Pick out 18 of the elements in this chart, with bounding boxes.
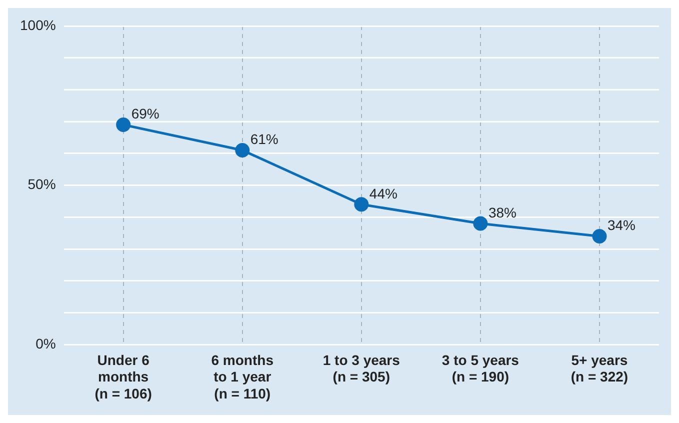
point <box>235 143 250 158</box>
y-tick-label: 0% <box>36 335 56 352</box>
x-tick-label: 1 to 3 years (n = 305) <box>322 352 400 385</box>
x-tick-label: 5+ years (n = 322) <box>570 352 628 385</box>
x-tick-label: 3 to 5 years (n = 190) <box>442 352 520 385</box>
data-label: 44% <box>369 185 398 202</box>
point <box>592 229 607 244</box>
y-tick-label: 100% <box>20 16 56 33</box>
data-label: 61% <box>250 131 278 148</box>
data-label: 34% <box>607 217 636 234</box>
x-tick-label: 6 months to 1 year (n = 110) <box>211 352 274 402</box>
data-label: 69% <box>131 106 160 122</box>
point <box>116 118 131 132</box>
data-label: 38% <box>488 204 516 220</box>
point <box>473 216 488 231</box>
x-tick-label: Under 6 months (n = 106) <box>94 352 152 402</box>
y-tick-label: 50% <box>28 176 56 192</box>
point <box>354 197 369 212</box>
